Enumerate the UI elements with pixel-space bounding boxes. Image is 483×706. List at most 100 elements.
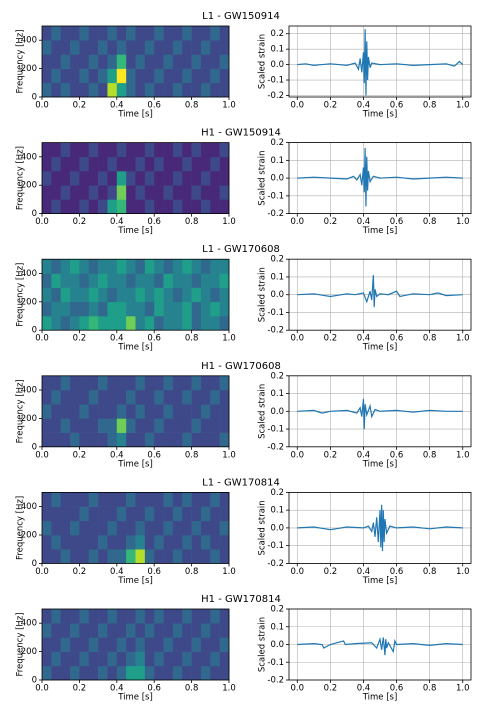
- heatmap-cell: [79, 506, 90, 522]
- x-tick-label: 0.8: [423, 567, 437, 577]
- heatmap-cell: [70, 156, 80, 172]
- y-tick-label: 0.2: [270, 371, 284, 381]
- heatmap-cell: [42, 535, 52, 550]
- heatmap-cell: [219, 171, 230, 186]
- axes-frame: [41, 608, 230, 681]
- heatmap-cell: [163, 623, 174, 638]
- y-axis-label: Scaled strain: [258, 617, 268, 672]
- heatmap-cell: [172, 404, 183, 419]
- heatmap-cell: [154, 259, 164, 274]
- heatmap-cell: [191, 404, 202, 419]
- heatmap-cell: [126, 185, 136, 200]
- heatmap-cell: [144, 535, 155, 550]
- heatmap-cell: [98, 185, 108, 200]
- heatmap-cell: [135, 375, 146, 391]
- heatmap-cell: [88, 549, 99, 564]
- heatmap-cell: [219, 316, 230, 331]
- heatmap-cell: [182, 185, 192, 200]
- heatmap-cell: [51, 375, 61, 391]
- heatmap-cell: [42, 432, 52, 448]
- heatmap-cell: [172, 637, 183, 652]
- x-tick-label: 0.8: [423, 450, 437, 460]
- heatmap-cell: [107, 535, 118, 550]
- heatmap-cell: [79, 301, 90, 317]
- heatmap-cell: [144, 142, 155, 158]
- heatmap-cell: [70, 623, 80, 638]
- heatmap-cell: [219, 259, 230, 274]
- heatmap-cell: [107, 82, 118, 98]
- x-tick-label: 0.0: [35, 334, 49, 344]
- heatmap-cell: [191, 316, 202, 331]
- heatmap-cell: [182, 142, 192, 158]
- heatmap-cell: [172, 142, 183, 158]
- heatmap-cell: [154, 404, 164, 419]
- y-tick-label: 200: [21, 297, 37, 307]
- heatmap-cell: [60, 432, 71, 448]
- heatmap-cell: [70, 637, 80, 652]
- heatmap-cell: [88, 535, 99, 550]
- heatmap-cell: [107, 259, 118, 274]
- heatmap-cell: [60, 142, 71, 158]
- heatmap-cell: [116, 549, 127, 564]
- heatmap-cell: [51, 665, 61, 681]
- heatmap-cell: [210, 637, 220, 652]
- heatmap-cell: [70, 651, 80, 667]
- heatmap-cell: [88, 273, 99, 288]
- heatmap-cell: [219, 199, 230, 214]
- heatmap-cell: [144, 26, 155, 41]
- heatmap-cell: [51, 506, 61, 522]
- x-tick-label: 0.0: [291, 450, 305, 460]
- heatmap-cell: [135, 156, 146, 172]
- heatmap-cell: [88, 301, 99, 317]
- heatmap-cell: [98, 549, 108, 564]
- heatmap-cell: [70, 259, 80, 274]
- heatmap-cell: [163, 492, 174, 507]
- x-tick-label: 0.6: [147, 450, 161, 460]
- heatmap-cell: [107, 390, 118, 405]
- y-tick-label: 200: [21, 414, 37, 424]
- heatmap-cell: [79, 637, 90, 652]
- y-tick-label: 0: [32, 676, 37, 686]
- y-tick-label: 0.1: [270, 622, 284, 632]
- heatmap-cell: [219, 68, 230, 84]
- heatmap-cell: [154, 418, 164, 433]
- y-tick-label: 200: [21, 64, 37, 74]
- heatmap-cell: [126, 651, 136, 667]
- x-tick-label: 0.6: [147, 684, 161, 694]
- heatmap-cell: [42, 82, 52, 98]
- y-tick-label: 0.1: [270, 45, 284, 55]
- heatmap-cell: [200, 535, 211, 550]
- heatmap-cell: [172, 199, 183, 214]
- heatmap-cell: [200, 623, 211, 638]
- heatmap-cell: [144, 185, 155, 200]
- heatmap-cell: [200, 506, 211, 522]
- x-tick-label: 0.2: [73, 101, 87, 111]
- heatmap-cell: [70, 316, 80, 331]
- x-tick-label: 0.8: [423, 101, 437, 111]
- heatmap-cell: [51, 609, 61, 624]
- heatmap-cell: [98, 316, 108, 331]
- heatmap-cell: [126, 40, 136, 55]
- heatmap-cell: [191, 665, 202, 681]
- x-tick-label: 0.4: [357, 334, 371, 344]
- y-axis-label: Scaled strain: [258, 500, 268, 555]
- y-axis-label: Frequency [Hz]: [16, 496, 26, 560]
- heatmap-cell: [88, 185, 99, 200]
- heatmap-cell: [51, 142, 61, 158]
- heatmap-cell: [88, 404, 99, 419]
- heatmap-cell: [182, 375, 192, 391]
- heatmap-cell: [191, 273, 202, 288]
- heatmap-cell: [126, 637, 136, 652]
- heatmap-cell: [51, 404, 61, 419]
- heatmap-cell: [182, 26, 192, 41]
- x-tick-label: 1.0: [222, 217, 236, 227]
- heatmap-cell: [70, 404, 80, 419]
- heatmap-cell: [144, 68, 155, 84]
- heatmap-cell: [182, 259, 192, 274]
- y-tick-label: -0.1: [267, 308, 284, 318]
- heatmap-cell: [219, 287, 230, 303]
- heatmap-cell: [219, 54, 230, 69]
- heatmap-cell: [42, 142, 52, 158]
- y-tick-label: -0.1: [267, 76, 284, 86]
- heatmap-cell: [51, 432, 61, 448]
